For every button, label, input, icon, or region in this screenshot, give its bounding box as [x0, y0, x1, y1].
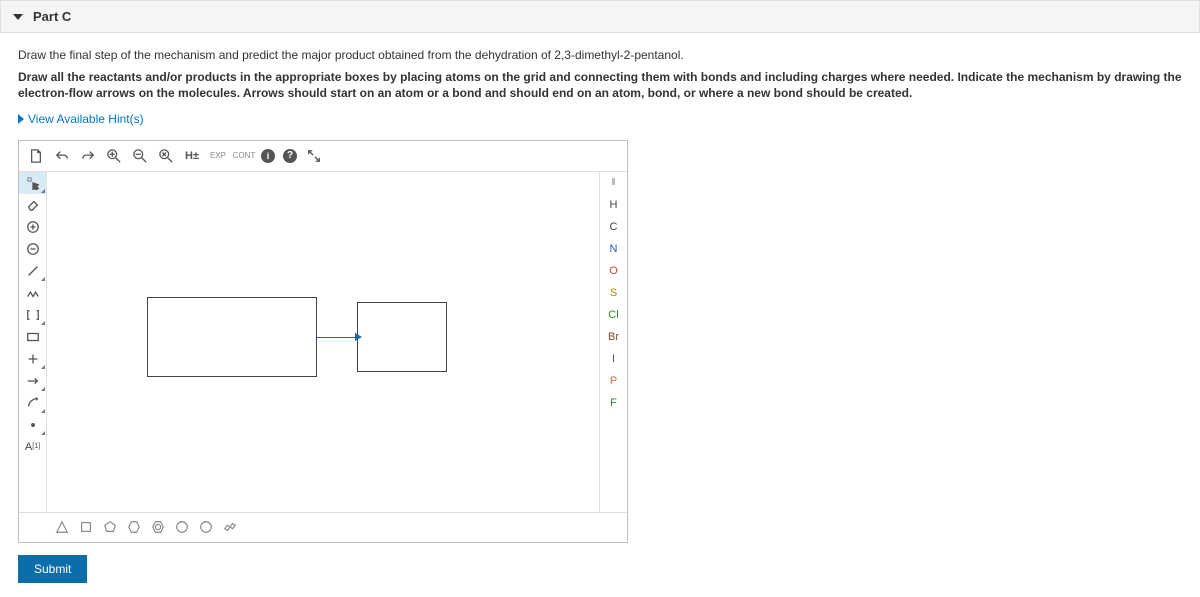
left-toolbar: A[1]: [19, 172, 47, 512]
zoom-in-icon[interactable]: [105, 147, 123, 165]
ring-shapes-toolbar: [19, 512, 627, 542]
cyclohexane-chair-icon[interactable]: [223, 520, 237, 534]
zoom-out-icon[interactable]: [131, 147, 149, 165]
element-i[interactable]: I: [600, 348, 627, 370]
part-title: Part C: [33, 9, 71, 24]
chain-tool-icon[interactable]: [19, 282, 46, 304]
element-p[interactable]: P: [600, 370, 627, 392]
exp-button[interactable]: EXP: [209, 147, 227, 165]
hexagon-ring-icon[interactable]: [127, 520, 141, 534]
fullscreen-icon[interactable]: [305, 147, 323, 165]
element-s[interactable]: S: [600, 282, 627, 304]
benzene-ring-icon[interactable]: [151, 520, 165, 534]
info-icon[interactable]: i: [261, 149, 275, 163]
triangle-ring-icon[interactable]: [55, 520, 69, 534]
element-c[interactable]: C: [600, 216, 627, 238]
reaction-arrow-line: [317, 337, 357, 338]
element-f[interactable]: F: [600, 392, 627, 414]
collapse-caret-icon[interactable]: [13, 14, 23, 20]
undo-icon[interactable]: [53, 147, 71, 165]
editor-toolbar: H± EXP CONT i ?: [19, 141, 627, 172]
charge-plus-icon[interactable]: [19, 216, 46, 238]
instruction-line-2: Draw all the reactants and/or products i…: [18, 69, 1182, 101]
radical-tool-icon[interactable]: [19, 414, 46, 436]
plus-tool-icon[interactable]: [19, 348, 46, 370]
drawing-canvas[interactable]: [47, 172, 599, 512]
bracket-tool-icon[interactable]: [19, 304, 46, 326]
single-bond-icon[interactable]: [19, 260, 46, 282]
instructions: Draw the final step of the mechanism and…: [18, 47, 1182, 102]
charge-minus-icon[interactable]: [19, 238, 46, 260]
eraser-tool-icon[interactable]: [19, 194, 46, 216]
select-tool-icon[interactable]: [19, 172, 46, 194]
element-toolbar: ⦀ H C N O S Cl Br I P F: [599, 172, 627, 512]
molecule-editor: H± EXP CONT i ? A[1]: [18, 140, 628, 543]
hints-label: View Available Hint(s): [28, 112, 144, 126]
heptagon-ring-icon[interactable]: [175, 520, 189, 534]
element-cl[interactable]: Cl: [600, 304, 627, 326]
octagon-ring-icon[interactable]: [199, 520, 213, 534]
rectangle-tool-icon[interactable]: [19, 326, 46, 348]
help-icon[interactable]: ?: [283, 149, 297, 163]
reaction-arrow-head-icon: [355, 333, 362, 341]
periodic-table-icon[interactable]: ⦀: [600, 172, 627, 194]
view-hints-link[interactable]: View Available Hint(s): [18, 112, 1182, 126]
element-o[interactable]: O: [600, 260, 627, 282]
hint-caret-icon: [18, 114, 24, 124]
cont-button[interactable]: CONT: [235, 147, 253, 165]
element-n[interactable]: N: [600, 238, 627, 260]
reaction-arrow-icon[interactable]: [19, 370, 46, 392]
electron-flow-arrow-icon[interactable]: [19, 392, 46, 414]
atom-label-tool[interactable]: A[1]: [19, 436, 46, 458]
reactant-box-1[interactable]: [147, 297, 317, 377]
redo-icon[interactable]: [79, 147, 97, 165]
zoom-fit-icon[interactable]: [157, 147, 175, 165]
square-ring-icon[interactable]: [79, 520, 93, 534]
pentagon-ring-icon[interactable]: [103, 520, 117, 534]
content-area: Draw the final step of the mechanism and…: [0, 33, 1200, 597]
editor-body: A[1] ⦀ H C N O S Cl Br I P F: [19, 172, 627, 512]
submit-button[interactable]: Submit: [18, 555, 87, 583]
instruction-line-1: Draw the final step of the mechanism and…: [18, 47, 1182, 63]
reactant-box-2[interactable]: [357, 302, 447, 372]
part-header[interactable]: Part C: [0, 0, 1200, 33]
hydrogen-toggle[interactable]: H±: [183, 147, 201, 165]
element-br[interactable]: Br: [600, 326, 627, 348]
element-h[interactable]: H: [600, 194, 627, 216]
new-file-icon[interactable]: [27, 147, 45, 165]
